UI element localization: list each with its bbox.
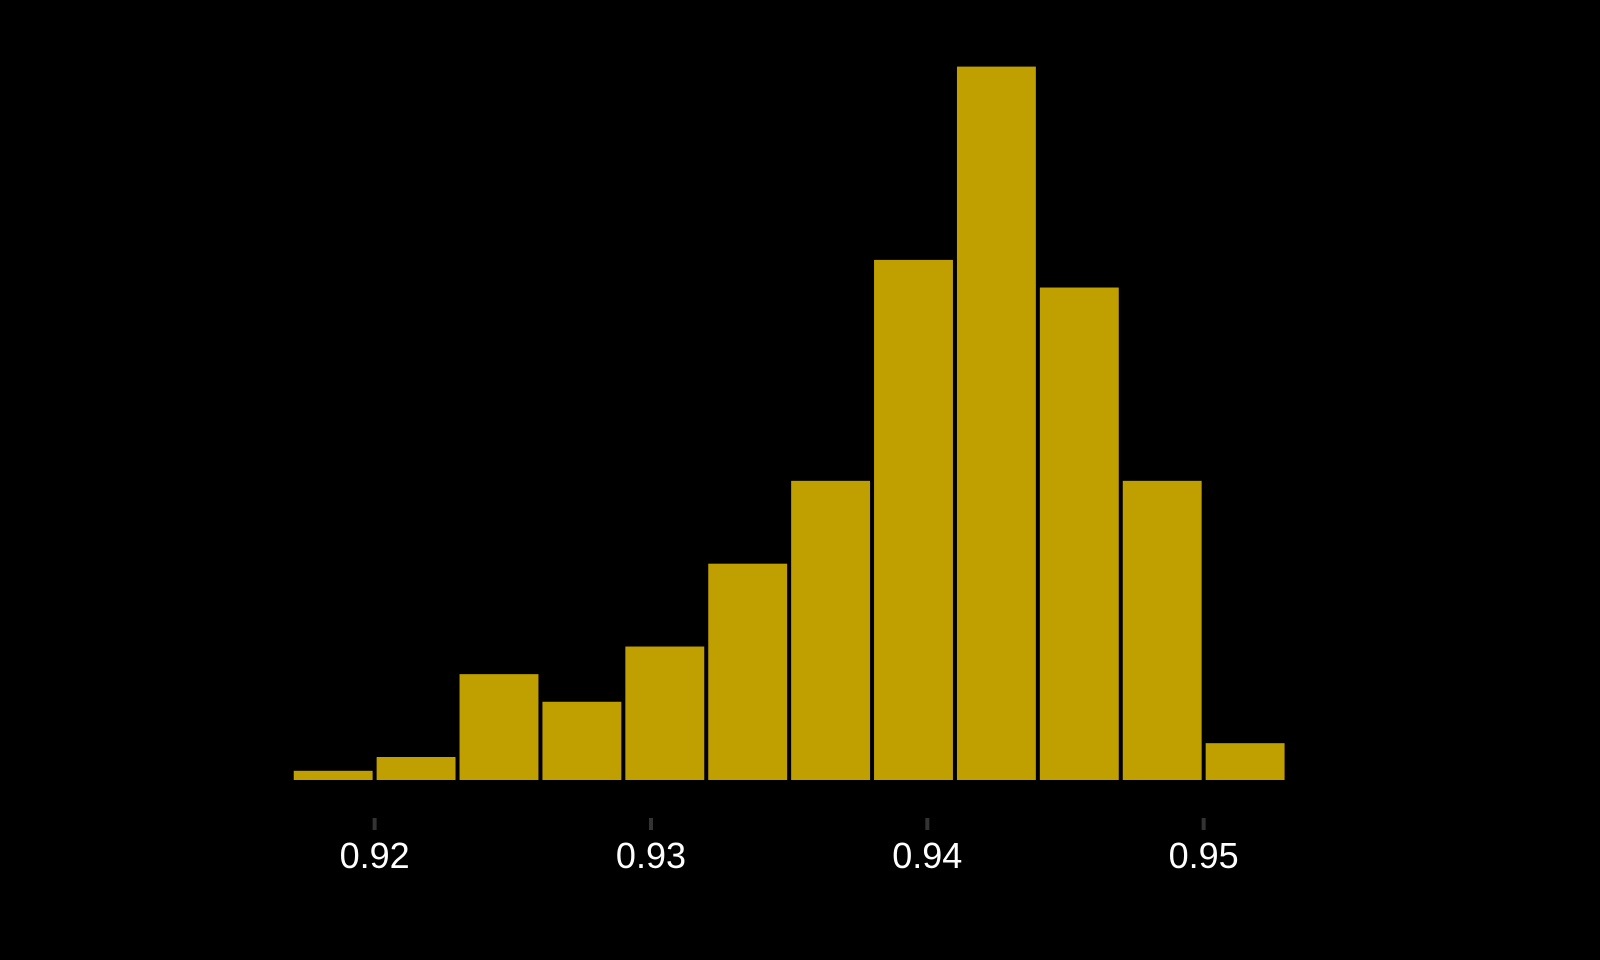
x-tick-label-2: 0.93 (616, 835, 686, 876)
histogram-bar-4 (542, 701, 622, 780)
histogram-bar-10 (1039, 287, 1119, 780)
histogram-bar-9 (956, 66, 1036, 781)
histogram-bar-3 (459, 674, 539, 780)
histogram-bar-11 (1122, 480, 1202, 780)
x-axis-ticks (372, 818, 1206, 830)
histogram-bar-6 (708, 563, 788, 780)
histogram-bar-5 (625, 646, 705, 780)
bars-group (293, 66, 1285, 781)
histogram-bar-7 (791, 480, 871, 780)
histogram-bar-12 (1205, 743, 1285, 780)
x-axis-tick-labels: 0.92 0.93 0.94 0.95 (340, 835, 1239, 876)
histogram-bar-1 (293, 770, 373, 780)
x-tick-label-1: 0.92 (340, 835, 410, 876)
histogram-bar-8 (874, 259, 953, 780)
histogram-bar-2 (376, 756, 456, 780)
x-tick-label-3: 0.94 (892, 835, 962, 876)
x-tick-label-4: 0.95 (1169, 835, 1239, 876)
